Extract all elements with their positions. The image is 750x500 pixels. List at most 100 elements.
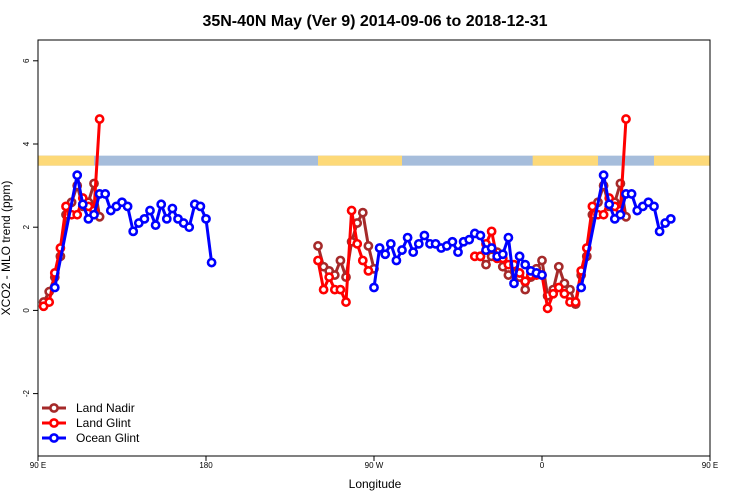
data-point — [649, 201, 659, 212]
data-point — [475, 251, 486, 262]
data-point — [77, 199, 88, 210]
data-point — [122, 201, 133, 212]
data-point — [576, 282, 587, 293]
data-point — [357, 255, 368, 266]
data-point — [369, 282, 379, 293]
data-point — [128, 226, 139, 237]
x-tick-label: 180 — [199, 461, 213, 470]
x-tick-label: 90 W — [365, 461, 384, 470]
data-point — [374, 243, 385, 253]
data-point — [335, 284, 346, 295]
data-point — [481, 259, 491, 270]
data-point — [318, 284, 329, 295]
data-point — [419, 230, 430, 241]
data-point — [156, 199, 167, 210]
data-point — [626, 189, 637, 199]
data-point — [167, 203, 178, 214]
legend-label: Land Glint — [76, 416, 131, 430]
data-point — [408, 247, 419, 258]
data-point — [537, 270, 547, 280]
data-point — [587, 201, 598, 212]
data-point — [139, 213, 150, 224]
data-point — [324, 272, 335, 283]
data-point — [44, 297, 55, 307]
legend-swatch-marker — [49, 418, 59, 428]
data-point — [89, 209, 99, 220]
data-point — [145, 205, 155, 216]
legend-item: Ocean Glint — [42, 431, 140, 445]
data-point — [72, 170, 83, 181]
data-point — [61, 201, 71, 212]
data-point — [453, 247, 463, 258]
data-point — [363, 241, 374, 251]
data-point — [598, 170, 609, 181]
data-point — [503, 232, 514, 243]
data-point — [206, 257, 217, 268]
y-tick-label: 2 — [22, 224, 31, 229]
land-ocean-mask-band — [38, 155, 710, 166]
data-point — [553, 282, 564, 293]
data-point — [665, 213, 676, 224]
data-point — [335, 255, 346, 266]
data-point — [604, 199, 615, 210]
data-point — [559, 288, 570, 299]
data-point — [313, 241, 323, 251]
legend-label: Land Nadir — [76, 401, 135, 415]
data-point — [503, 270, 514, 280]
data-point — [497, 249, 508, 260]
axes: 90 E 180 90 W 0 90 E -2 0 2 4 6 — [22, 58, 718, 470]
data-point — [621, 114, 631, 124]
data-point — [413, 238, 424, 249]
data-point — [520, 284, 531, 295]
data-point — [509, 278, 519, 289]
data-point — [201, 213, 211, 224]
data-point — [548, 288, 559, 299]
data-point — [553, 261, 564, 272]
y-tick-label: 6 — [22, 58, 31, 63]
data-point — [615, 209, 626, 220]
data-point — [346, 205, 357, 216]
y-tick-label: 4 — [22, 141, 31, 146]
chart-title: 35N-40N May (Ver 9) 2014-09-06 to 2018-1… — [202, 13, 547, 30]
plot-frame — [37, 39, 711, 457]
data-point — [150, 220, 161, 231]
y-tick-label: 0 — [22, 308, 31, 313]
data-point — [542, 303, 553, 314]
data-point — [486, 226, 497, 237]
data-point — [397, 245, 407, 255]
land-band-segment — [318, 155, 402, 166]
land-band-segment — [532, 155, 598, 166]
data-point — [49, 282, 60, 293]
data-point — [514, 251, 525, 262]
data-point — [195, 201, 206, 212]
series-ocean-glint — [49, 170, 676, 293]
data-point — [161, 213, 172, 224]
data-point — [654, 226, 665, 237]
y-tick-label: -2 — [22, 389, 31, 397]
data-point — [380, 249, 391, 260]
data-point — [357, 207, 368, 218]
x-tick-label: 90 E — [702, 461, 718, 470]
legend-label: Ocean Glint — [76, 431, 140, 445]
data-point — [313, 255, 323, 266]
data-point — [475, 230, 486, 241]
legend-item: Land Nadir — [42, 401, 135, 415]
data-point — [570, 297, 581, 307]
data-point — [72, 209, 83, 220]
y-axis-label: XCO2 - MLO trend (ppm) — [0, 181, 13, 316]
data-point — [385, 238, 396, 249]
legend-swatch-marker — [49, 433, 59, 443]
data-point — [94, 114, 105, 124]
data-point — [100, 189, 111, 199]
series-layer — [38, 114, 676, 314]
data-point — [520, 259, 531, 270]
legend-swatch-marker — [49, 403, 59, 413]
data-point — [391, 255, 402, 266]
data-point — [363, 265, 374, 276]
data-point — [598, 209, 609, 220]
legend-item: Land Glint — [42, 416, 131, 430]
data-point — [464, 234, 475, 245]
series-line — [316, 209, 370, 304]
